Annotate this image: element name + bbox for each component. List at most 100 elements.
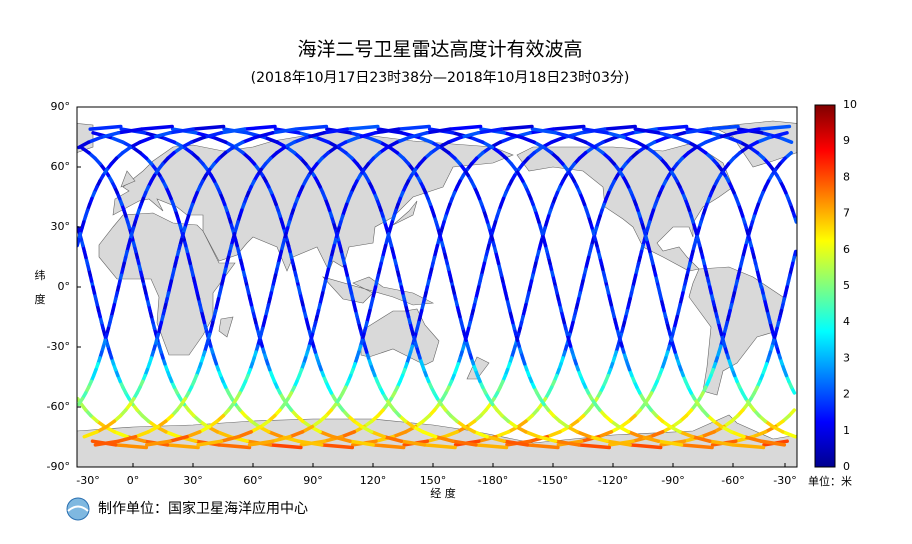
colorbar-tick-label: 8 xyxy=(843,170,850,183)
track-segment xyxy=(360,424,374,434)
track-segment xyxy=(553,285,559,295)
track-segment xyxy=(757,124,792,131)
track-segment xyxy=(633,127,661,135)
track-segment xyxy=(211,135,228,144)
track-segment xyxy=(168,434,189,443)
track-segment xyxy=(576,443,612,450)
track-segment xyxy=(416,135,434,144)
track-segment xyxy=(605,439,632,447)
track-segment xyxy=(451,285,456,295)
track-segment xyxy=(95,424,109,434)
tracks xyxy=(77,124,797,450)
track-segment xyxy=(305,131,326,140)
track-segment xyxy=(88,124,123,131)
track-segment xyxy=(241,135,258,144)
track-segment xyxy=(699,430,716,439)
track-segment xyxy=(262,135,279,144)
track-segment xyxy=(551,124,586,131)
track-segment xyxy=(648,430,665,439)
track-segment xyxy=(755,135,772,144)
track-segment xyxy=(365,135,382,144)
track-segment xyxy=(407,131,429,140)
colorbar-tick-label: 6 xyxy=(843,243,850,256)
track-segment xyxy=(318,430,335,439)
track-segment xyxy=(270,127,298,135)
track-segment xyxy=(339,430,357,439)
track-segment xyxy=(314,135,331,144)
y-axis-label: 度 xyxy=(35,292,46,306)
track-segment xyxy=(530,127,558,135)
track-segment xyxy=(146,424,160,434)
y-tick-label: 60° xyxy=(51,160,71,173)
landmass xyxy=(120,170,136,188)
track-segment xyxy=(331,434,352,443)
landmass xyxy=(466,356,490,380)
track-segment xyxy=(602,124,637,131)
track-segment xyxy=(371,443,406,450)
track-segment xyxy=(179,140,194,150)
track-segment xyxy=(745,140,759,150)
track-segment xyxy=(673,135,691,144)
track-segment xyxy=(391,430,408,439)
track-segment xyxy=(282,140,296,150)
colorbar-tick-label: 3 xyxy=(843,351,850,364)
track-segment xyxy=(628,443,663,450)
track-segment xyxy=(656,285,662,295)
x-tick-label: -60° xyxy=(721,474,744,487)
track-segment xyxy=(399,285,405,295)
land xyxy=(77,120,797,467)
y-tick-label: 30° xyxy=(51,220,71,233)
x-axis-label: 经 度 xyxy=(430,486,456,500)
x-tick-label: 60° xyxy=(243,474,263,487)
track-segment xyxy=(90,439,118,447)
track-segment xyxy=(164,430,181,439)
track-segment xyxy=(82,430,99,439)
y-tick-label: -60° xyxy=(47,400,70,413)
track-segment xyxy=(231,140,245,150)
track-segment xyxy=(639,434,661,443)
landmass xyxy=(218,316,234,338)
track-segment xyxy=(373,127,401,135)
track-segment xyxy=(499,124,534,131)
track-segment xyxy=(575,430,592,439)
track-segment xyxy=(421,430,438,439)
track-segment xyxy=(668,424,682,434)
track-segment xyxy=(348,285,354,295)
track-segment xyxy=(622,135,639,144)
track-segment xyxy=(485,434,506,443)
track-segment xyxy=(442,430,459,439)
track-segment xyxy=(296,439,324,447)
track-segment xyxy=(395,135,412,144)
track-segment xyxy=(436,140,451,150)
track-segment xyxy=(292,135,309,144)
colorbar-tick-label: 4 xyxy=(843,315,850,328)
colorbar-tick-label: 9 xyxy=(843,134,850,147)
track-segment xyxy=(502,131,524,140)
track-segment xyxy=(494,430,511,439)
track-segment xyxy=(605,131,626,140)
track-segment xyxy=(217,443,252,450)
track-segment xyxy=(271,434,292,443)
track-segment xyxy=(288,430,305,439)
track-segment xyxy=(686,140,700,150)
track-segment xyxy=(343,135,361,144)
track-segment xyxy=(345,124,380,131)
track-segment xyxy=(219,127,247,135)
colorbar-unit: 单位：米 xyxy=(808,474,852,488)
track-segment xyxy=(553,439,581,447)
track-segment xyxy=(532,140,546,150)
track-segment xyxy=(86,135,104,144)
track-segment xyxy=(159,135,177,144)
track-segment xyxy=(334,140,348,150)
track-segment xyxy=(168,127,195,135)
track-segment xyxy=(502,285,508,295)
track-segment xyxy=(236,430,253,439)
track-segment xyxy=(716,131,738,140)
track-segment xyxy=(652,135,669,144)
subtitle: (2018年10月17日23时38分—2018年10月18日23时03分) xyxy=(251,70,630,86)
track-segment xyxy=(635,140,649,150)
track-segment xyxy=(459,131,480,140)
track-segment xyxy=(705,124,740,131)
track-segment xyxy=(268,443,303,450)
track-segment xyxy=(476,127,504,135)
